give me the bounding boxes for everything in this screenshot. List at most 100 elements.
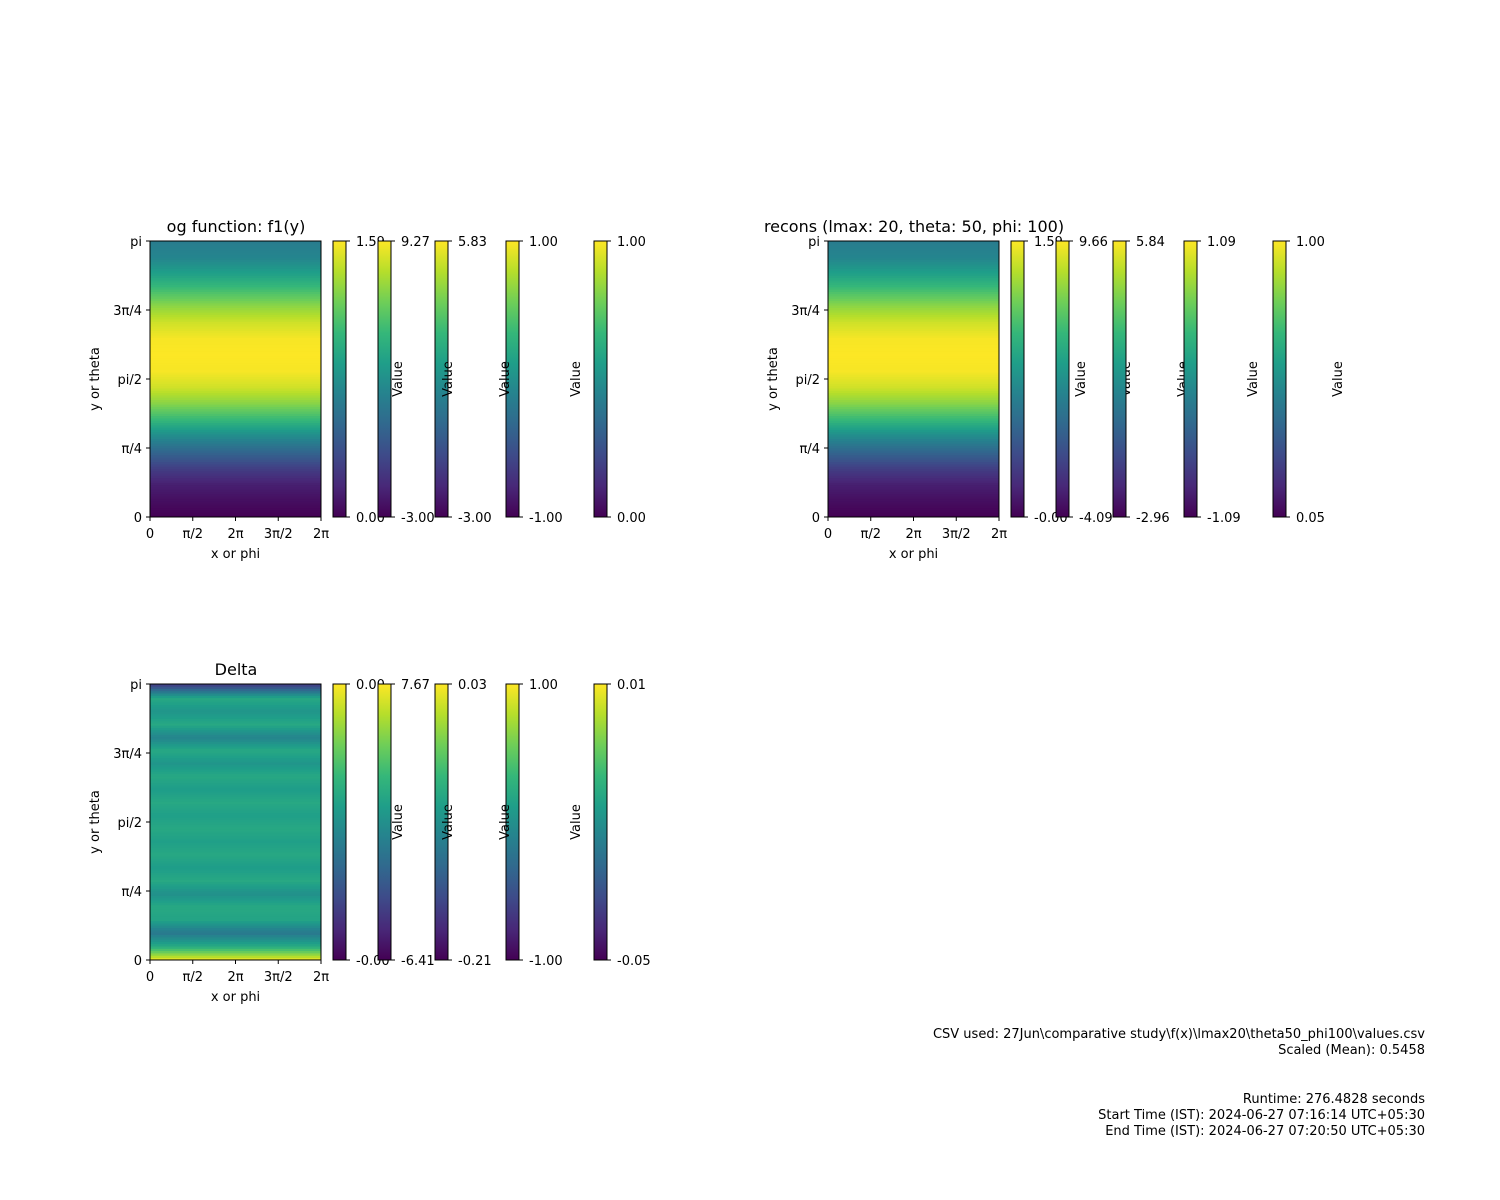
heatmap-strip [150,355,321,359]
heatmap-strip [150,243,321,246]
colorbar-gradient [1055,240,1070,518]
heatmap-strip [150,766,321,770]
heatmap-strip [828,447,999,451]
heatmap-strip [150,321,321,325]
heatmap-strip [828,346,999,350]
heatmap-strip [150,826,321,830]
heatmap-strip [828,387,999,391]
heatmap-strip [150,697,321,701]
heatmap-strip [150,929,321,933]
heatmap-strip [150,404,321,407]
heatmap-strip [150,775,321,779]
heatmap-strip [150,819,321,823]
heatmap-strip [150,413,321,417]
heatmap-strip [828,339,999,343]
heatmap-strip [150,860,321,864]
heatmap-strip [150,771,321,774]
heatmap-strip [150,505,321,509]
heatmap-strip [150,316,321,320]
heatmap-strip [828,456,999,460]
heatmap-strip [828,353,999,357]
heatmap-strip [828,498,999,502]
heatmap-strip [150,473,321,476]
heatmap-strip [828,369,999,373]
heatmap-strip [150,849,321,853]
heatmap-strip [150,266,321,269]
heatmap-strip [828,479,999,483]
heatmap-strip [150,902,321,906]
heatmap-strip [828,509,999,513]
heatmap-strip [828,491,999,495]
heatmap-strip [828,397,999,400]
heatmap-strip [828,417,999,421]
heatmap-strip [150,803,321,807]
colorbar-gradient [505,683,520,961]
colorbar-label: Value [569,804,584,840]
heatmap-strip [828,493,999,497]
heatmap-strip [150,484,321,488]
colorbar-2: 9.66 -4.09 Value [1055,235,1134,526]
heatmap-strip [150,245,321,249]
heatmap-strip [150,468,321,472]
heatmap-strip [150,699,321,703]
timing-info: Runtime: 276.4828 seconds Start Time (IS… [1098,1092,1425,1140]
heatmap-strip [828,355,999,359]
heatmap-strip [150,447,321,451]
colorbar-label: Value [1331,361,1346,397]
heatmap-strip [150,445,321,449]
heatmap-strip [828,410,999,414]
heatmap-strip [150,431,321,435]
heatmap-strip [150,709,321,712]
heatmap-strip [150,842,321,846]
heatmap-strip [150,362,321,366]
heatmap-strip [150,706,321,710]
heatmap-strip [828,323,999,327]
heatmap-strip [150,427,321,430]
heatmap-strip [828,341,999,345]
x-tick-label: 0 [824,527,832,542]
heatmap-strip [150,830,321,834]
heatmap-strip [150,837,321,841]
heatmap-strip [828,470,999,474]
y-tick-label: pi [130,235,142,250]
heatmap-strip [828,436,999,440]
heatmap-panel-3: Delta 0 π/2 2π 3π/2 2π x or phi 0 π/4 pi/2 3π/4 pi y… [88,660,651,1005]
heatmap-strip [828,348,999,352]
heatmap-strip [828,321,999,325]
colorbar-2: 9.27 -3.00 Value [377,235,435,526]
end-time-text: End Time (IST): 2024-06-27 07:20:50 UTC+… [1105,1124,1425,1139]
colorbar-gradient [593,240,608,518]
heatmap-strip [828,422,999,426]
colorbar-max-label: 1.00 [1296,235,1325,250]
heatmap-strip [150,270,321,274]
heatmap-strip [150,745,321,749]
y-tick-label: pi/2 [117,373,142,388]
heatmap-strip [150,305,321,308]
heatmap-strip [150,344,321,348]
heatmap-strip [150,916,321,919]
heatmap-strip [150,286,321,290]
heatmap-strip [150,918,321,922]
heatmap-strip [828,385,999,389]
csv-path-text: CSV used: 27Jun\comparative study\f(x)\l… [932,1027,1425,1042]
heatmap-strip [828,413,999,417]
heatmap-strip [150,722,321,726]
heatmap-strip [150,328,321,331]
heatmap-strip [828,475,999,479]
heatmap-strip [150,314,321,318]
heatmap-strip [828,381,999,384]
heatmap-strip [150,801,321,804]
colorbar-max-label: 1.00 [529,678,558,693]
heatmap-strip [150,814,321,818]
heatmap-strip [828,364,999,368]
heatmap-strip [150,438,321,442]
y-axis-label: y or theta [766,347,781,411]
heatmap-strip [828,249,999,253]
colorbar-label: Value [1246,361,1261,397]
heatmap-strip [828,312,999,315]
heatmap-strip [150,312,321,315]
heatmap-strip [150,920,321,924]
heatmap-strip [150,715,321,719]
heatmap-strip [150,945,321,949]
heatmap-strip [828,440,999,444]
